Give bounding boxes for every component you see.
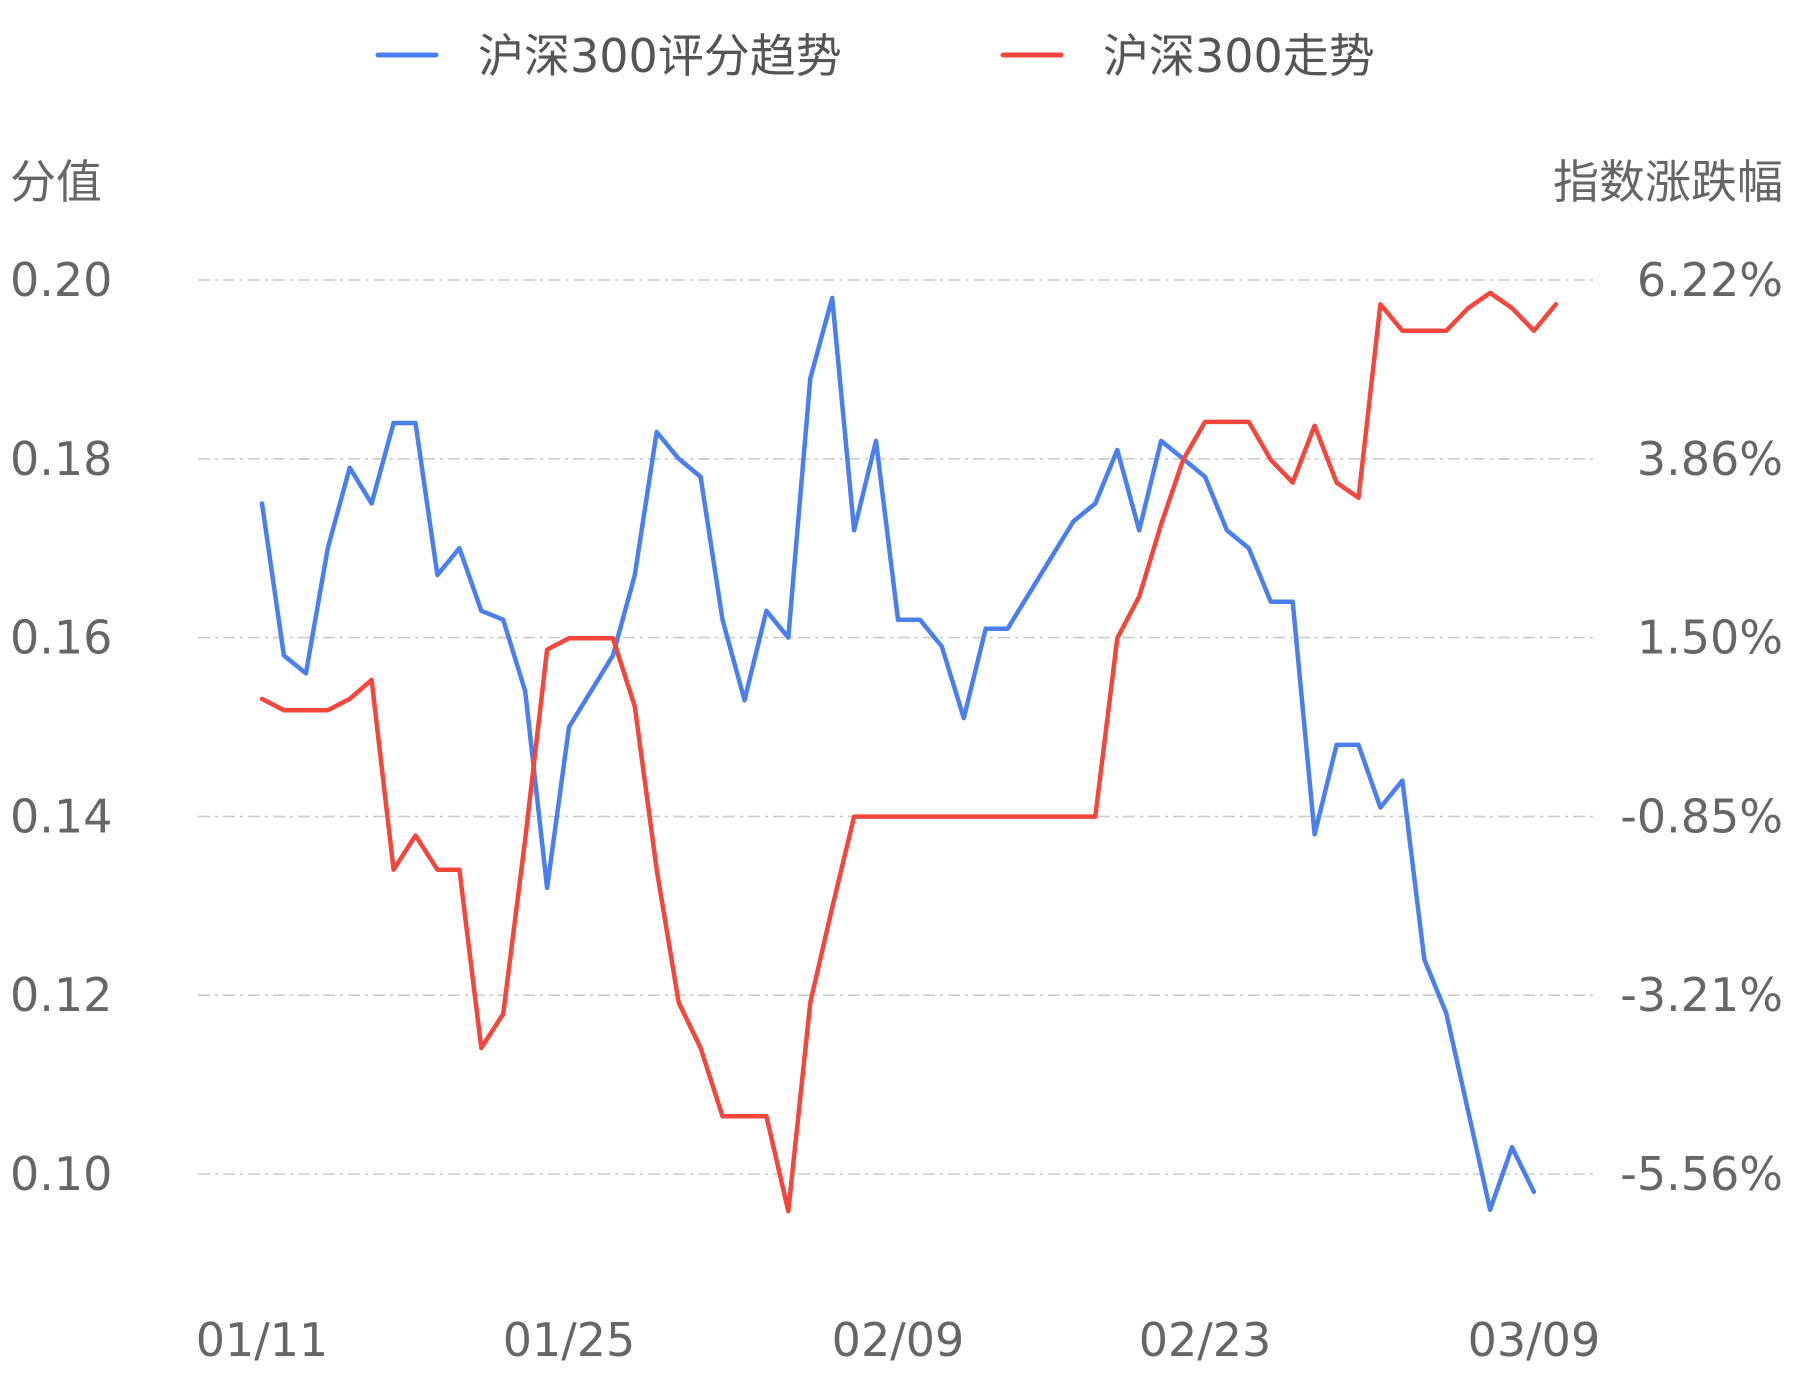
right-tick-label: 3.86%: [1637, 432, 1783, 486]
x-axis-ticks: 01/11 01/25 02/09 02/23 03/09: [196, 1313, 1601, 1367]
x-tick-label: 02/09: [832, 1313, 965, 1367]
right-axis-ticks: 6.22% 3.86% 1.50% -0.85% -3.21% -5.56%: [1620, 253, 1783, 1201]
left-tick-label: 0.14: [10, 789, 112, 843]
legend-label: 沪深300评分趋势: [478, 29, 842, 83]
grid-lines: [198, 279, 1598, 1175]
right-tick-label: 1.50%: [1637, 611, 1783, 665]
left-tick-label: 0.10: [10, 1147, 112, 1201]
left-tick-label: 0.18: [10, 432, 112, 486]
x-tick-label: 01/25: [503, 1313, 636, 1367]
right-tick-label: -3.21%: [1620, 968, 1783, 1022]
x-tick-label: 03/09: [1468, 1313, 1601, 1367]
left-axis-ticks: 0.20 0.18 0.16 0.14 0.12 0.10: [10, 253, 112, 1201]
right-tick-label: 6.22%: [1637, 253, 1783, 307]
left-axis-title: 分值: [10, 155, 102, 209]
series-line-2: [259, 290, 1559, 1214]
x-tick-label: 01/11: [196, 1313, 329, 1367]
left-tick-label: 0.12: [10, 968, 112, 1022]
series-line-1: [259, 295, 1537, 1213]
right-tick-label: -5.56%: [1620, 1147, 1783, 1201]
legend: 沪深300评分趋势 沪深300走势: [375, 29, 1375, 83]
legend-label: 沪深300走势: [1103, 29, 1375, 83]
x-tick-label: 02/23: [1139, 1313, 1272, 1367]
left-tick-label: 0.20: [10, 253, 112, 307]
series-lines: [259, 290, 1559, 1214]
right-axis-title: 指数涨跌幅: [1553, 155, 1783, 209]
left-tick-label: 0.16: [10, 611, 112, 665]
right-tick-label: -0.85%: [1620, 789, 1783, 843]
